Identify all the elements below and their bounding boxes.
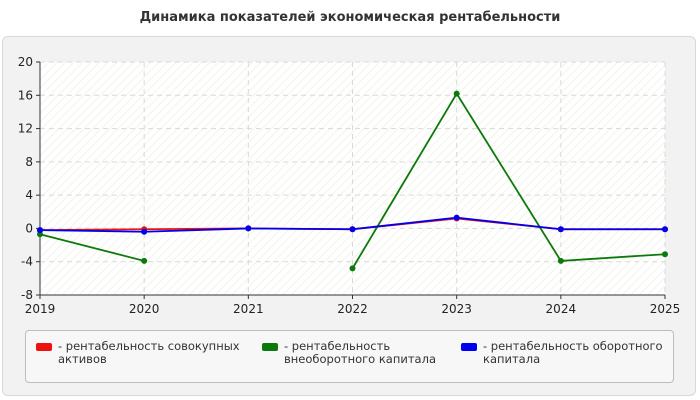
data-point[interactable] (662, 251, 668, 258)
y-tick-labels: 20 16 12 8 4 0 -4 -8 (18, 55, 40, 302)
legend-label-line1: - рентабельность совокупных (58, 339, 240, 353)
y-tick-label: 20 (18, 55, 33, 69)
y-tick-label: -8 (21, 288, 33, 302)
data-point[interactable] (349, 226, 356, 233)
legend-item-total-assets[interactable]: - рентабельность совокупных активов (36, 340, 240, 366)
series-line-1 (351, 91, 666, 269)
series-points (37, 90, 668, 272)
legend-label-line2: капитала (483, 352, 541, 366)
legend: - рентабельность совокупных активов - ре… (25, 330, 674, 383)
legend-swatch-red (36, 343, 52, 351)
y-tick-label: 8 (25, 155, 33, 169)
data-point[interactable] (453, 214, 460, 221)
x-tick-label: 2023 (441, 302, 472, 316)
y-tick-label: 0 (25, 221, 33, 235)
legend-swatch-green (262, 343, 278, 351)
data-point[interactable] (37, 227, 43, 234)
legend-label-line1: - рентабельность оборотного (483, 339, 663, 353)
legend-label-line2: внеоборотного капитала (284, 352, 436, 366)
legend-label-line1: - рентабельность (284, 339, 391, 353)
data-point[interactable] (557, 257, 564, 264)
legend-swatch-blue (461, 343, 477, 351)
y-tick-label: 4 (25, 188, 33, 202)
x-tick-label: 2024 (546, 302, 577, 316)
legend-item-fixed-capital[interactable]: - рентабельность внеоборотного капитала (262, 340, 436, 366)
x-tick-label: 2020 (129, 302, 160, 316)
y-tick-label: 16 (18, 88, 33, 102)
x-tick-label: 2019 (25, 302, 56, 316)
data-point[interactable] (453, 90, 460, 97)
chart-title: Динамика показателей экономическая рента… (139, 10, 561, 25)
series-line-1 (39, 233, 145, 262)
x-tick-label: 2022 (337, 302, 368, 316)
data-point[interactable] (141, 257, 148, 264)
x-tick-label: 2025 (650, 302, 681, 316)
data-point[interactable] (245, 225, 252, 232)
legend-label: - рентабельность внеоборотного капитала (284, 340, 436, 366)
data-point[interactable] (557, 226, 564, 233)
data-point[interactable] (349, 265, 356, 272)
legend-label: - рентабельность совокупных активов (58, 340, 240, 366)
data-point[interactable] (662, 226, 668, 233)
legend-label: - рентабельность оборотного капитала (483, 340, 663, 366)
legend-item-working-capital[interactable]: - рентабельность оборотного капитала (461, 340, 663, 366)
data-point[interactable] (141, 228, 148, 235)
data-point[interactable] (37, 231, 43, 238)
y-tick-label: -4 (21, 255, 33, 269)
y-tick-label: 12 (18, 122, 33, 136)
x-tick-labels: 2019 2020 2021 2022 2023 2024 2025 (25, 295, 681, 316)
legend-label-line2: активов (58, 352, 107, 366)
x-tick-label: 2021 (233, 302, 264, 316)
